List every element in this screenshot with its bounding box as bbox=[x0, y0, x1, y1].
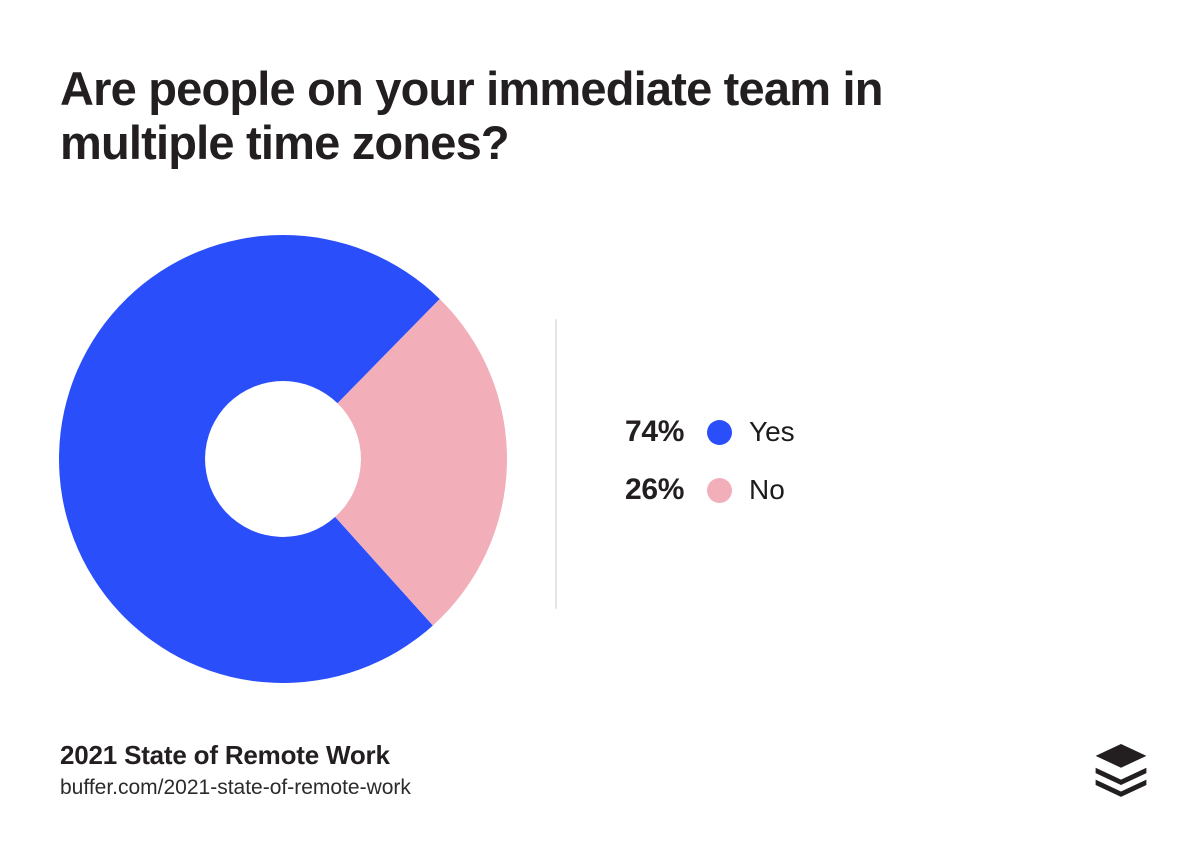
legend-row-yes: 74% Yes bbox=[625, 410, 795, 454]
legend-divider-line bbox=[555, 319, 557, 609]
buffer-logo-icon bbox=[1095, 744, 1147, 797]
legend-dot-no-icon bbox=[707, 477, 732, 503]
page-title: Are people on your immediate team in mul… bbox=[60, 62, 883, 169]
donut-chart bbox=[59, 235, 507, 683]
legend-row-no: 26% No bbox=[625, 468, 795, 512]
source-title: 2021 State of Remote Work bbox=[60, 740, 390, 770]
chart-legend: 74% Yes 26% No bbox=[625, 410, 795, 526]
donut-slice-yes bbox=[59, 235, 440, 683]
donut-slice-no bbox=[335, 298, 507, 626]
legend-dot-yes-icon bbox=[707, 419, 732, 445]
legend-percent-no: 26% bbox=[625, 473, 685, 506]
source-url: buffer.com/2021-state-of-remote-work bbox=[60, 776, 411, 799]
legend-percent-yes: 74% bbox=[625, 415, 685, 448]
legend-label-yes: Yes bbox=[749, 416, 795, 447]
legend-label-no: No bbox=[749, 474, 785, 505]
